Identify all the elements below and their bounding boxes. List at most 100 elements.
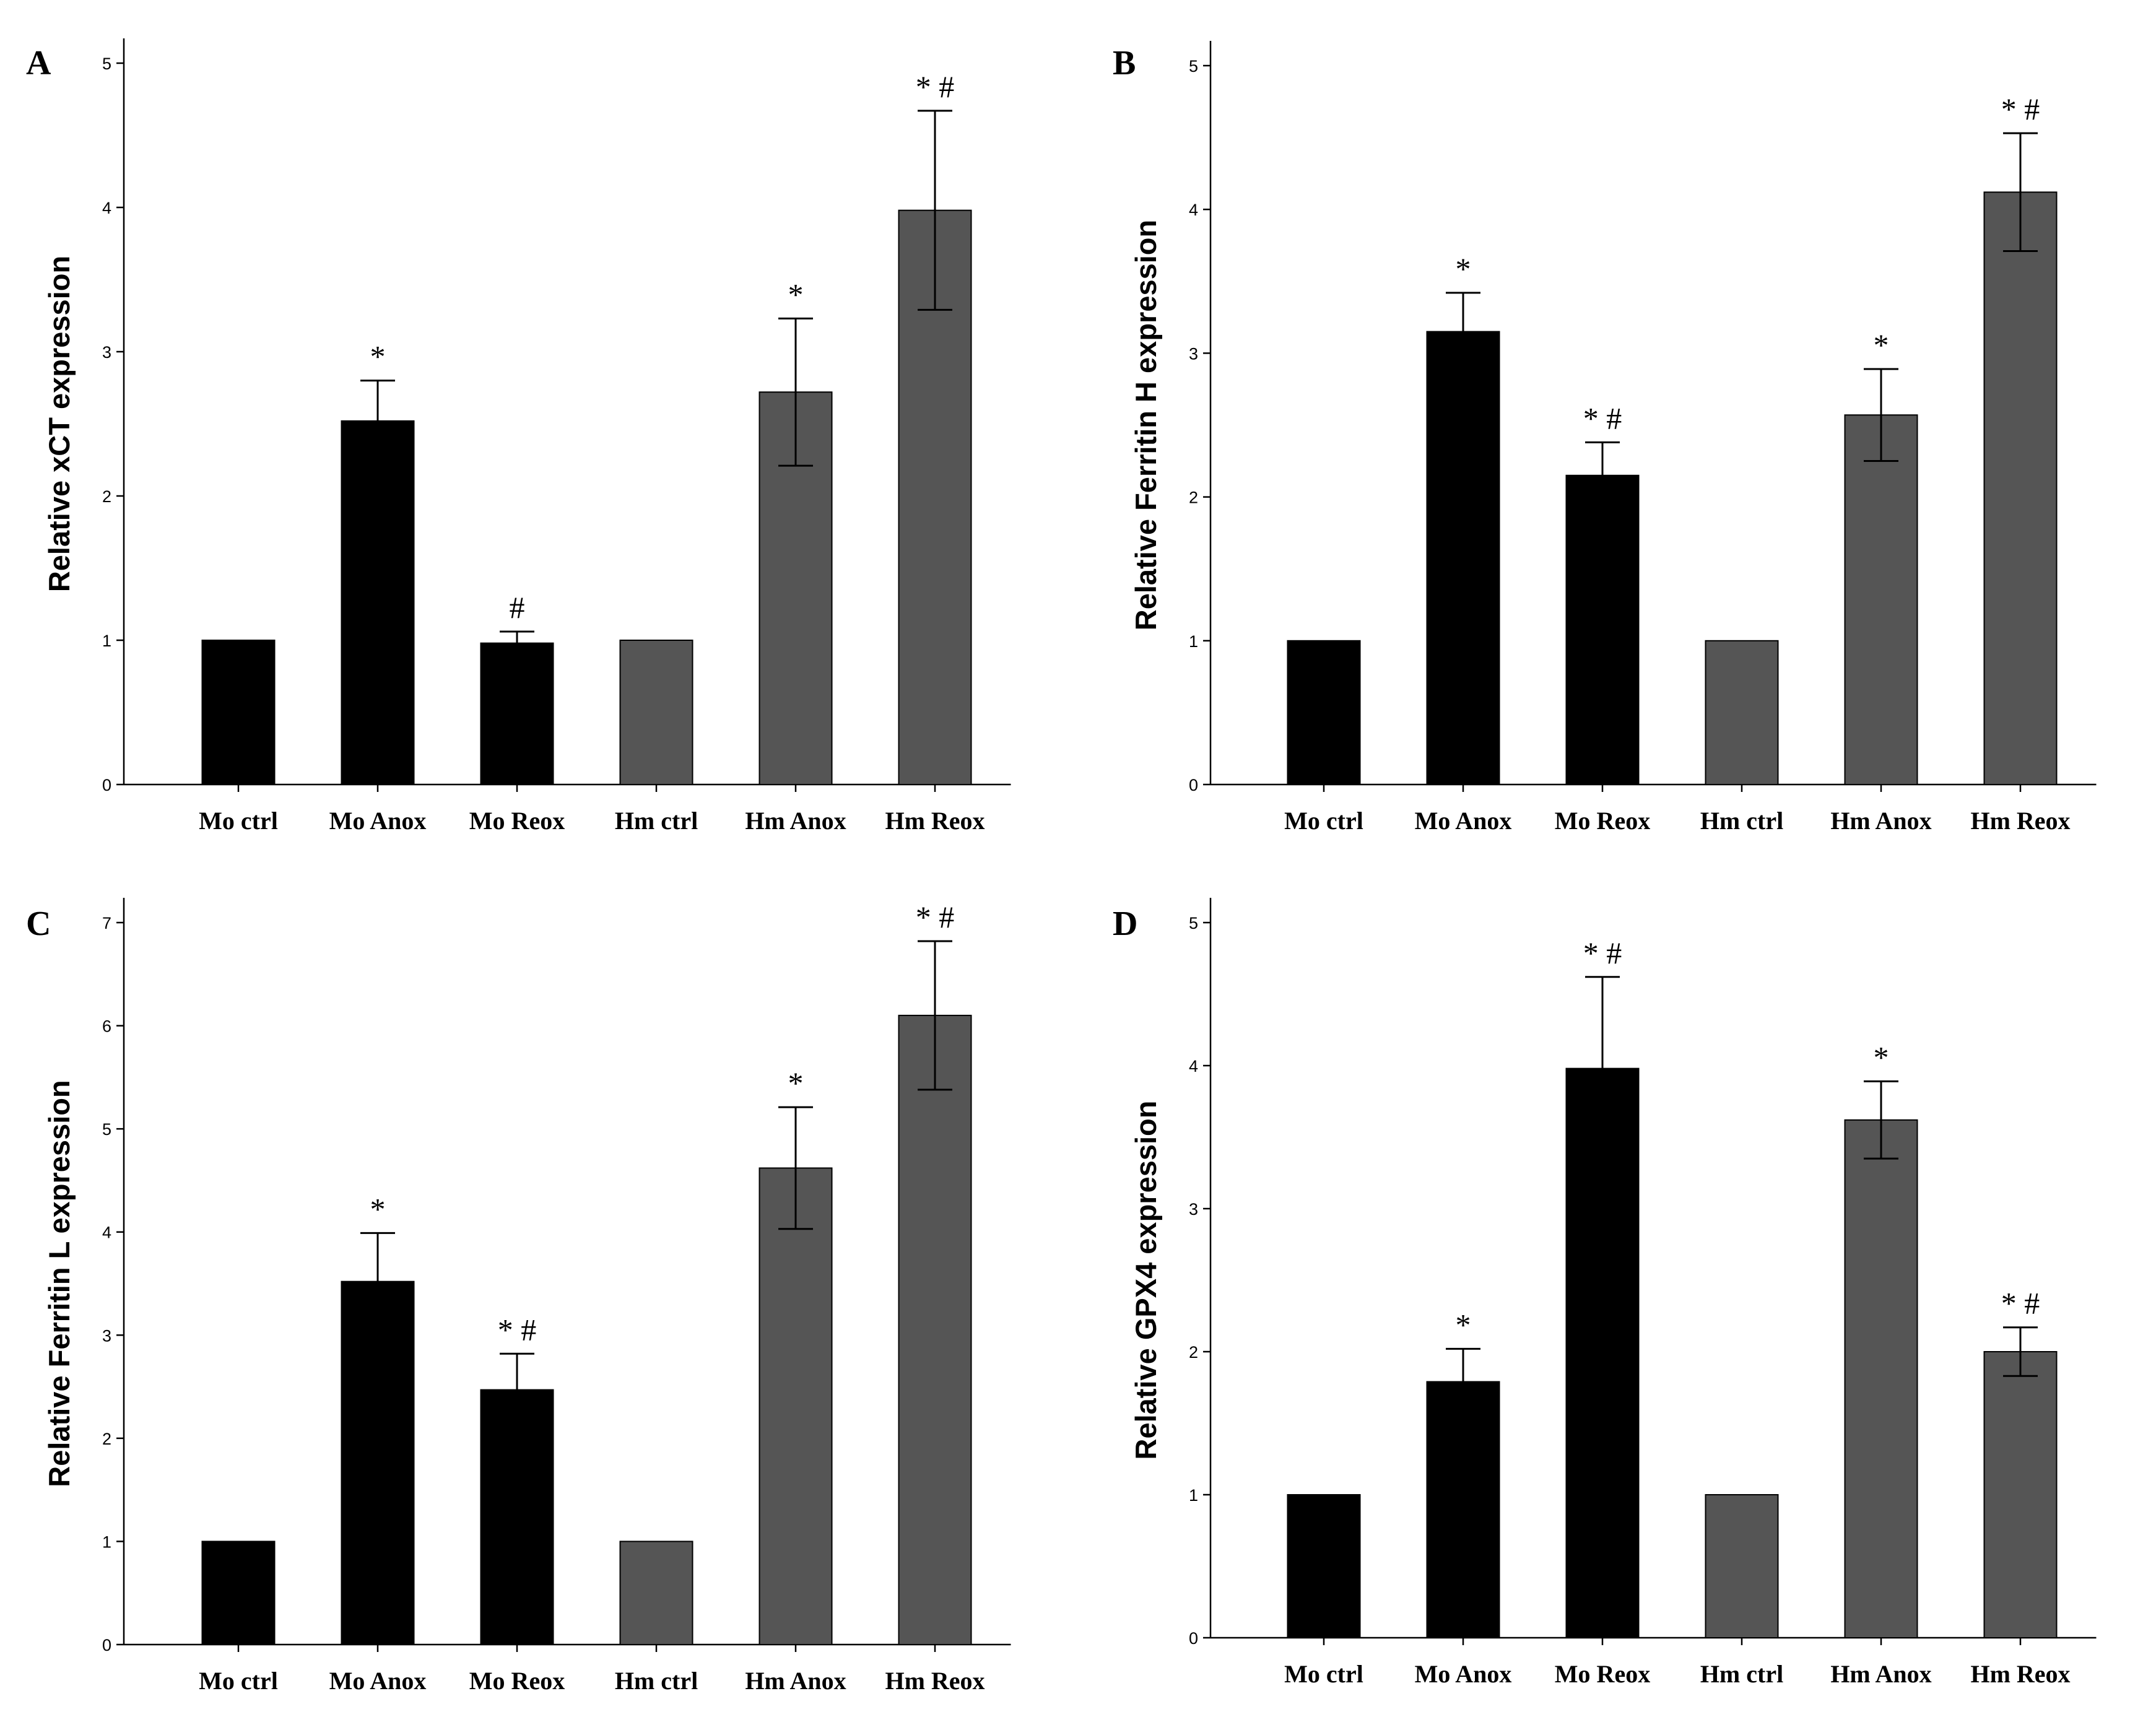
significance-label: * [1874,328,1889,362]
x-tick-label: Mo Reox [1555,1660,1650,1688]
bar-hm-ctrl [1705,640,1779,786]
y-tick-label: 3 [102,343,111,362]
x-tick-label: Hm Reox [885,1667,985,1695]
y-tick-label: 2 [1189,489,1198,507]
bar-mo-ctrl [1287,1494,1361,1638]
bar-hm-reox [1983,191,2058,785]
significance-label: * [1456,1307,1471,1342]
y-tick-label: 1 [102,1532,111,1551]
y-tick-label: 0 [1189,776,1198,794]
y-axis-label: Relative Ferritin L expression [43,1080,76,1487]
bar-hm-anox [759,1167,833,1645]
bar-mo-reox [480,642,554,786]
y-tick-label: 0 [102,1636,111,1654]
bar-mo-reox [1565,474,1640,786]
y-tick-label: 2 [102,1430,111,1448]
bar-mo-reox [1565,1067,1640,1638]
chart-panel-c: C 0 1 2 3 4 5 6 7 Relative Ferritin L expression M… [26,898,1011,1695]
significance-label: * # [1583,936,1622,970]
y-tick-label: 2 [1189,1343,1198,1362]
y-tick-label: 5 [102,1120,111,1139]
y-tick-label: 1 [102,632,111,650]
bar-hm-reox [898,1014,972,1645]
panel-letter: B [1113,44,1136,82]
bar-mo-anox [1426,1381,1500,1638]
y-tick-label: 4 [102,199,111,217]
x-tick-label: Hm Anox [745,1667,846,1695]
y-tick-label: 7 [102,914,111,932]
y-tick-label: 3 [1189,1200,1198,1219]
significance-label: * [370,339,386,374]
significance-label: * # [498,1312,537,1347]
x-tick-label: Mo Anox [329,1667,427,1695]
bar-hm-anox [1844,414,1918,785]
x-tick-label: Hm Anox [1830,807,1931,835]
panel-letter: C [26,905,51,943]
y-tick-label: 0 [102,776,111,794]
y-tick-label: 4 [1189,1057,1198,1076]
bar-mo-anox [341,1280,415,1645]
x-tick-label: Mo Anox [1415,807,1512,835]
bar-hm-reox [1983,1351,2058,1638]
y-axis-label: Relative xCT expression [43,256,76,592]
y-tick-label: 1 [1189,1486,1198,1505]
y-tick-label: 4 [102,1224,111,1242]
significance-label: * [788,1066,804,1100]
y-tick-label: 2 [102,487,111,506]
x-tick-label: Hm Reox [1970,1660,2070,1688]
x-tick-label: Hm ctrl [1700,807,1783,835]
significance-label: * # [2001,92,2040,126]
panel-letter: A [26,44,51,82]
y-tick-label: 6 [102,1017,111,1036]
significance-label: * [370,1191,386,1226]
x-tick-label: Hm ctrl [615,807,698,835]
significance-label: * # [916,900,955,934]
bar-mo-ctrl [201,1541,276,1645]
bar-mo-reox [480,1389,554,1646]
y-axis-label: Relative GPX4 expression [1129,1101,1162,1460]
bar-hm-ctrl [1705,1494,1779,1638]
x-tick-label: Mo Reox [1555,807,1650,835]
bar-mo-anox [1426,331,1500,785]
bar-hm-anox [1844,1119,1918,1638]
x-tick-label: Hm Anox [1830,1660,1931,1688]
x-tick-label: Hm ctrl [1700,1660,1783,1688]
y-tick-label: 5 [1189,914,1198,932]
significance-label: * [1456,251,1471,286]
x-tick-label: Mo ctrl [1284,807,1363,835]
significance-label: * [1874,1040,1889,1074]
significance-label: * # [1583,401,1622,435]
panel-letter: D [1113,905,1137,943]
bar-hm-ctrl [619,1541,693,1645]
y-tick-label: 5 [1189,57,1198,76]
x-tick-label: Mo ctrl [199,807,278,835]
x-tick-label: Mo Reox [469,807,565,835]
x-tick-label: Hm Anox [745,807,846,835]
x-tick-label: Hm ctrl [615,1667,698,1695]
bar-mo-ctrl [1287,640,1361,786]
bar-mo-anox [341,420,415,785]
chart-panel-d: D 0 1 2 3 4 5 Relative GPX4 expression Mo ctrl Mo… [1113,898,2097,1688]
significance-label: # [510,590,525,625]
x-tick-label: Hm Reox [885,807,985,835]
y-tick-label: 5 [102,54,111,73]
x-tick-label: Hm Reox [1970,807,2070,835]
bar-mo-ctrl [201,640,276,785]
bar-hm-ctrl [619,640,693,785]
significance-label: * # [916,69,955,104]
y-tick-label: 4 [1189,201,1198,219]
chart-panel-a: A 0 1 2 3 4 5 Relative xCT expression Mo ctrl Mo … [26,38,1011,835]
y-axis-label: Relative Ferritin H expression [1129,220,1162,630]
x-tick-label: Mo Reox [469,1667,565,1695]
chart-panel-b: B 0 1 2 3 4 5 Relative Ferritin H expression Mo … [1113,41,2097,835]
y-tick-label: 3 [1189,344,1198,363]
y-tick-label: 3 [102,1326,111,1345]
significance-label: * [788,277,804,311]
significance-label: * # [2001,1286,2040,1321]
y-tick-label: 0 [1189,1629,1198,1648]
x-tick-label: Mo ctrl [199,1667,278,1695]
x-tick-label: Mo Anox [329,807,427,835]
x-tick-label: Mo ctrl [1284,1660,1363,1688]
y-tick-label: 1 [1189,632,1198,651]
